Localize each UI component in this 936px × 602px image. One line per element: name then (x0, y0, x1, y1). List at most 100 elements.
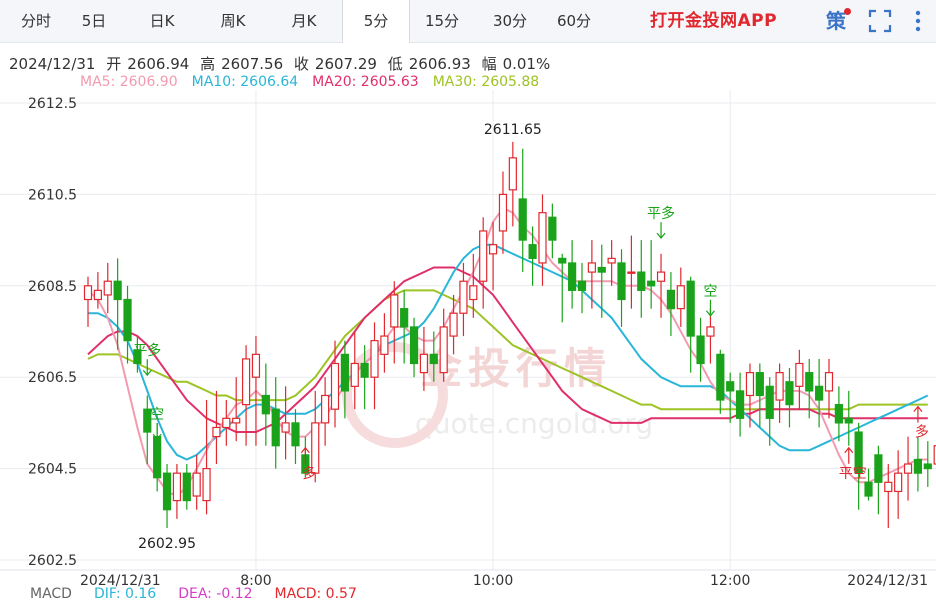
max-price-label: 2611.65 (484, 122, 542, 138)
y-tick-label: 2610.5 (28, 187, 77, 203)
ma-legend-item: MA10: 2606.64 (191, 74, 299, 90)
macd-legend-item: DIF: 0.16 (93, 586, 157, 602)
candle-body (607, 257, 616, 264)
tab-6[interactable]: 15分 (424, 12, 460, 30)
candle-body (93, 289, 102, 301)
candle-body (162, 472, 172, 511)
open-value: 2606.94 (127, 55, 190, 73)
candle-body (390, 294, 399, 328)
tab-7[interactable]: 30分 (492, 12, 528, 30)
candle-body (429, 353, 438, 365)
candle-body (488, 244, 498, 255)
candle-body (587, 262, 596, 273)
fullscreen-icon[interactable] (868, 9, 892, 33)
candle-body (745, 372, 755, 397)
signal-label: 空 (703, 284, 717, 300)
signal-arrow (913, 405, 923, 423)
candle-body (222, 417, 231, 429)
candle-body (281, 422, 290, 433)
candle-body (568, 262, 577, 291)
candle-body (765, 385, 774, 419)
ma-legend-item: MA30: 2605.88 (432, 74, 540, 90)
candle-body (785, 381, 794, 406)
candle-body (805, 372, 814, 392)
signal-arrow (705, 299, 715, 317)
candle-body (498, 193, 508, 232)
signal-arrow (152, 423, 162, 441)
signal-arrow (300, 446, 310, 464)
candle-body (686, 280, 695, 337)
high-label: 高 (200, 55, 216, 73)
candle-body (696, 335, 705, 365)
tab-5[interactable]: 5分 (342, 0, 410, 43)
candle-body (113, 280, 122, 301)
notification-dot (844, 8, 851, 15)
signal-label: 平空 (839, 466, 867, 482)
candle-body (202, 468, 211, 502)
candle-body (656, 271, 666, 282)
open-app-link[interactable]: 打开金投网APP (650, 11, 778, 31)
candle-body (528, 244, 537, 259)
candle-body (469, 285, 478, 301)
candle-body (340, 353, 349, 392)
candle-body (172, 472, 182, 502)
candle-body (577, 280, 587, 291)
tab-1[interactable]: 5日 (81, 12, 107, 30)
candle-body (133, 349, 142, 365)
candle-body (182, 472, 191, 502)
candle-body (370, 340, 379, 378)
y-tick-label: 2604.5 (28, 462, 77, 478)
x-tick-label: 12:00 (710, 573, 750, 589)
more-menu-icon[interactable] (908, 8, 928, 34)
x-tick-label: 10:00 (473, 573, 513, 589)
candle-body (597, 266, 606, 273)
candle-body (755, 372, 764, 397)
candle-body (311, 422, 320, 474)
y-tick-label: 2608.5 (28, 279, 77, 295)
ma-legend-item: MA20: 2605.63 (312, 74, 419, 90)
candle-body (854, 431, 863, 474)
candle-body (103, 280, 112, 296)
signal-label: 多 (302, 465, 316, 482)
candle-body (479, 230, 488, 282)
macd-legend: MACD DIF: 0.16 DEA: -0.12 MACD: 0.57 (30, 586, 379, 602)
candle-body (735, 390, 745, 419)
open-label: 开 (106, 55, 122, 73)
signal-label: 平多 (133, 342, 161, 359)
signal-label: 平多 (647, 205, 675, 222)
strategy-button[interactable]: 策 (826, 9, 846, 33)
high-value: 2607.56 (221, 55, 284, 73)
candle-body (726, 381, 735, 392)
candle-body (864, 481, 873, 497)
ma-legend-item: MA5: 2606.90 (80, 74, 178, 90)
candle-body (508, 157, 517, 191)
tab-3[interactable]: 周K (220, 12, 246, 30)
tab-8[interactable]: 60分 (556, 12, 592, 30)
candle-body (844, 417, 853, 424)
amplitude-label: 幅 (481, 55, 497, 73)
candle-body (123, 298, 132, 342)
candle-body (666, 289, 676, 310)
x-tick-label: 2024/12/31 (80, 573, 161, 589)
candle-body (241, 358, 251, 406)
candle-body (291, 422, 300, 447)
macd-legend-item: DEA: -0.12 (178, 586, 253, 602)
candle-body (212, 426, 221, 438)
ohlc-date: 2024/12/31 (9, 55, 96, 73)
candle-body (321, 394, 330, 424)
tab-4[interactable]: 月K (291, 12, 317, 30)
y-tick-label: 2602.5 (28, 553, 77, 569)
candle-body (706, 326, 715, 337)
tab-2[interactable]: 日K (149, 12, 175, 30)
close-label: 收 (293, 55, 309, 73)
candle-body (913, 458, 923, 474)
candle-body (795, 362, 804, 387)
ma-legend: MA5: 2606.90 MA10: 2606.64 MA20: 2605.63 MA… (80, 74, 553, 90)
candle-body (409, 326, 419, 365)
amplitude-value: 0.01% (502, 55, 551, 73)
tab-0[interactable]: 分时 (20, 12, 51, 30)
min-price-label: 2602.95 (138, 536, 196, 552)
signal-arrow (142, 359, 152, 377)
